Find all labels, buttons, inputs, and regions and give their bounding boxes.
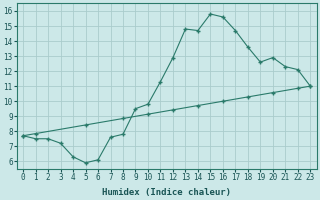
X-axis label: Humidex (Indice chaleur): Humidex (Indice chaleur) — [102, 188, 231, 197]
